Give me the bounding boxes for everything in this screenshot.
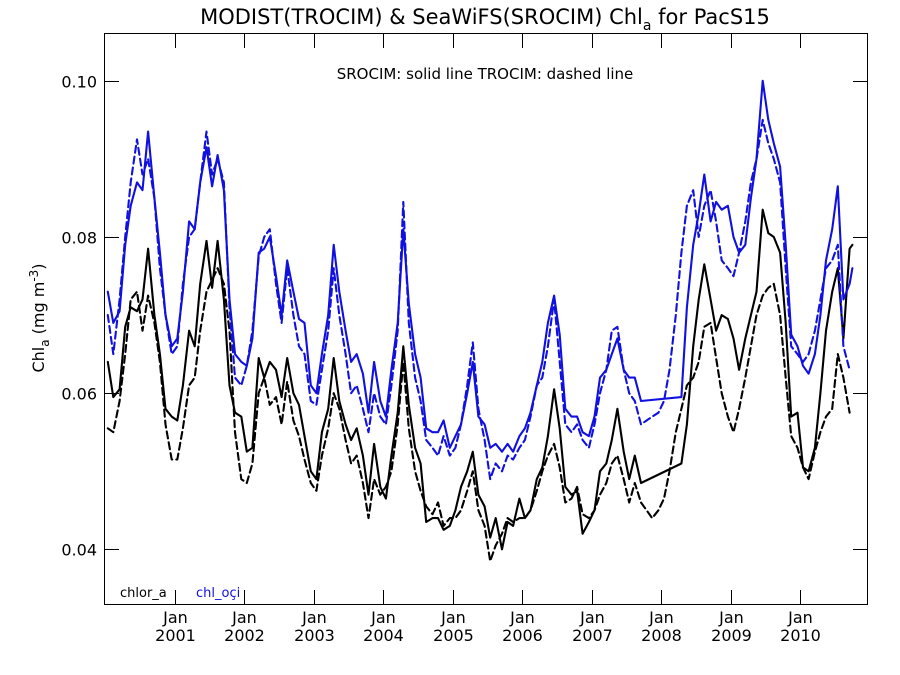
x-tick-label-year: 2003 [294,626,335,645]
legend-chl-oci: chl_oçi [196,586,240,601]
x-tick-label-month: Jan [579,608,605,627]
legend-chlor-a: chlor_a [120,586,167,601]
y-tick-label: 0.04 [61,541,97,560]
x-tick-label-year: 2006 [502,626,543,645]
chart-title: MODIST(TROCIM) & SeaWiFS(SROCIM) Chla fo… [200,5,770,34]
plot-frame [104,33,868,605]
series-group [106,79,854,563]
x-tick-label-year: 2001 [155,626,196,645]
x-tick-label-month: Jan [718,608,744,627]
x-tick-label-year: 2009 [711,626,752,645]
series-chlor-a-trocim [106,267,851,563]
x-tick-label-month: Jan [301,608,327,627]
x-tick-label-year: 2004 [363,626,404,645]
line-style-note: SROCIM: solid line TROCIM: dashed line [337,65,634,83]
y-axis-label: Chla (mg m-3) [27,263,52,372]
y-tick-label: 0.10 [61,73,97,92]
x-tick-label-year: 2010 [780,626,821,645]
x-tick-label-month: Jan [440,608,466,627]
x-tick-label-month: Jan [509,608,535,627]
x-tick-label-month: Jan [162,608,188,627]
x-tick-label-year: 2005 [433,626,474,645]
x-tick-label-month: Jan [648,608,674,627]
axis-ticks: 0.040.060.080.10Jan2001Jan2002Jan2003Jan… [61,34,867,645]
x-tick-label-year: 2007 [572,626,613,645]
x-tick-label-month: Jan [787,608,813,627]
x-tick-label-month: Jan [231,608,257,627]
series-chlor-a-srocim [106,208,854,551]
y-tick-label: 0.08 [61,229,97,248]
x-tick-label-year: 2002 [224,626,265,645]
y-tick-label: 0.06 [61,385,97,404]
series-chl-oci-trocim [106,118,851,481]
x-tick-label-year: 2008 [641,626,682,645]
x-tick-label-month: Jan [370,608,396,627]
